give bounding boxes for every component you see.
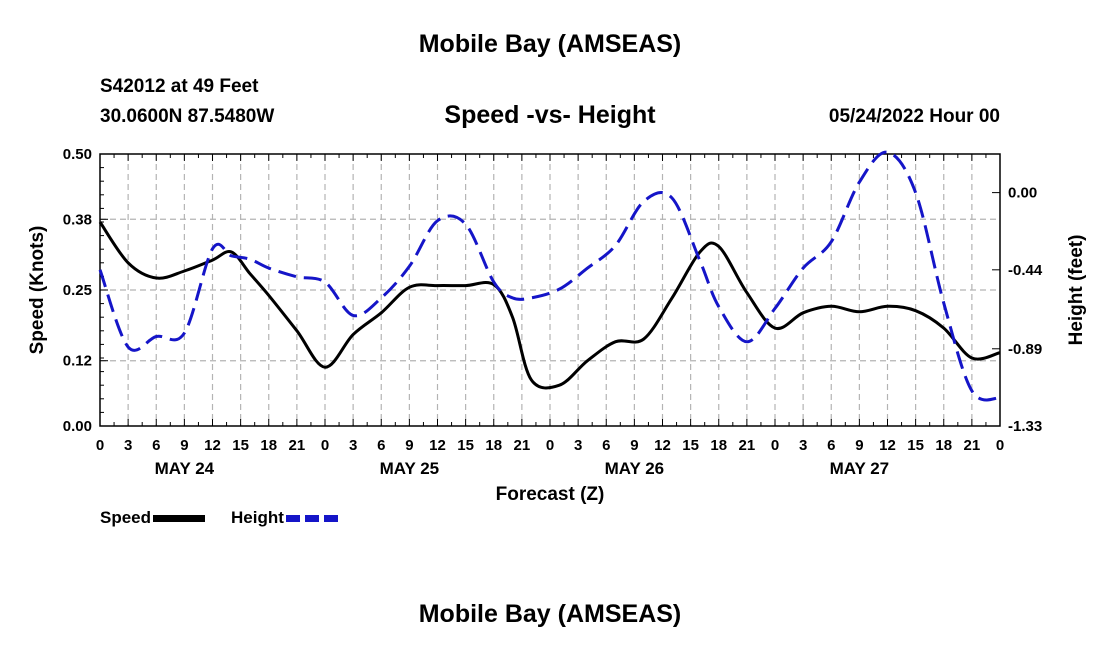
x-tick-label: 12 [204,437,221,454]
x-tick-label: 3 [349,437,357,454]
y-left-tick-label: 0.00 [63,418,92,435]
x-tick-label: 15 [457,437,474,454]
x-tick-label: 0 [771,437,779,454]
y-right-tick-label: -0.44 [1008,262,1043,279]
height-series-line [98,150,1001,402]
coordinates-label: 30.0600N 87.5480W [100,106,275,127]
x-tick-label: 3 [799,437,807,454]
y-left-tick-label: 0.38 [63,211,92,228]
x-tick-label: 3 [124,437,132,454]
x-tick-label: 6 [827,437,835,454]
x-tick-label: 0 [546,437,554,454]
ticks-layer [99,153,1001,427]
x-tick-label: 15 [682,437,699,454]
day-label: MAY 24 [155,459,215,478]
x-tick-label: 0 [96,437,104,454]
x-tick-label: 15 [907,437,924,454]
y-right-tick-label: 0.00 [1008,185,1037,202]
day-label: MAY 27 [830,459,890,478]
day-label: MAY 25 [380,459,440,478]
y-left-axis-title: Speed (Knots) [27,226,48,355]
x-tick-label: 6 [377,437,385,454]
legend-height-swatch [285,514,338,522]
y-left-tick-label: 0.12 [63,353,92,370]
x-axis-title: Forecast (Z) [496,484,605,505]
station-label: S42012 at 49 Feet [100,76,259,97]
x-tick-label: 15 [232,437,249,454]
x-tick-label: 12 [429,437,446,454]
legend-height: Height [231,508,338,528]
x-tick-label: 18 [485,437,502,454]
x-tick-label: 3 [574,437,582,454]
y-right-tick-label: -1.33 [1008,418,1042,435]
labels-layer: 0 3 6 9 12 15 18 21 0 3 6 9 12 15 18 21 0 3 6 9 12 15 18 21 0 3 6 9… [27,146,1087,505]
x-tick-label: 9 [180,437,188,454]
x-tick-label: 6 [602,437,610,454]
x-tick-label: 18 [260,437,277,454]
y-right-axis-title: Height (feet) [1066,235,1087,346]
series-layer [98,150,1001,402]
legend-height-label: Height [231,508,284,527]
footer-title: Mobile Bay (AMSEAS) [418,600,682,628]
x-tick-label: 9 [630,437,638,454]
x-tick-label: 12 [879,437,896,454]
x-tick-label: 18 [935,437,952,454]
legend-speed: Speed [100,508,206,528]
x-tick-label: 18 [710,437,727,454]
x-tick-label: 9 [855,437,863,454]
x-tick-label: 0 [996,437,1004,454]
chart-main-title: Mobile Bay (AMSEAS) [418,30,682,58]
x-tick-label: 0 [321,437,329,454]
legend-speed-swatch [153,514,206,522]
y-right-tick-label: -0.89 [1008,341,1042,358]
legend-speed-label: Speed [100,508,152,527]
chart-subtitle: Speed -vs- Height [444,101,656,129]
y-left-tick-label: 0.25 [63,282,92,299]
grid-layer [100,154,1000,426]
forecast-date-label: 05/24/2022 Hour 00 [828,106,1000,127]
x-tick-label: 21 [514,437,531,454]
speed-series-line [98,221,1001,390]
x-tick-label: 21 [289,437,306,454]
x-tick-label: 21 [964,437,981,454]
x-tick-label: 21 [739,437,756,454]
day-label: MAY 26 [605,459,665,478]
y-left-tick-label: 0.50 [63,146,92,163]
x-tick-label: 9 [405,437,413,454]
x-tick-label: 6 [152,437,160,454]
x-tick-label: 12 [654,437,671,454]
